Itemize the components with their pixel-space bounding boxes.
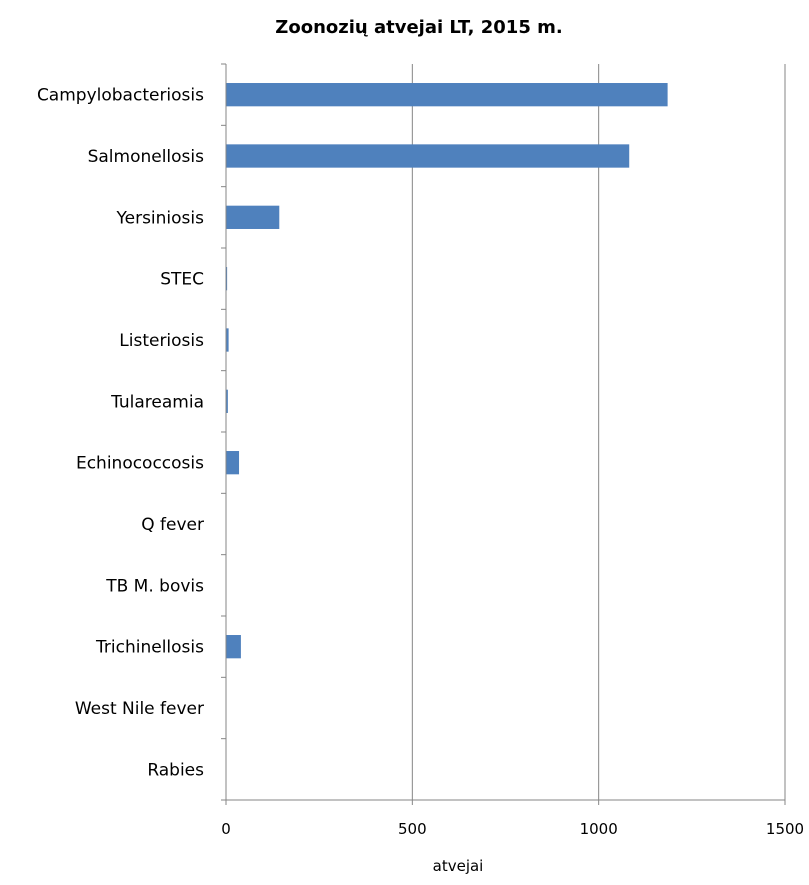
x-tick-label-1500: 1500 [766, 820, 804, 838]
category-label-tulareamia: Tulareamia [110, 392, 204, 412]
x-tick-label-1000: 1000 [580, 820, 618, 838]
category-label-tb-m-bovis: TB M. bovis [105, 576, 204, 596]
chart-title: Zoonozių atvejai LT, 2015 m. [275, 17, 562, 38]
bar-campylobacteriosis [226, 83, 668, 107]
bar-stec [226, 267, 228, 291]
bar-listeriosis [226, 328, 229, 352]
category-labels: Campylobacteriosis Salmonellosis Yersinios… [37, 86, 204, 781]
axes [221, 63, 786, 805]
category-label-rabies: Rabies [147, 760, 204, 780]
bars [226, 83, 668, 659]
category-label-q-fever: Q fever [141, 515, 204, 535]
category-label-campylobacteriosis: Campylobacteriosis [37, 86, 204, 106]
category-label-salmonellosis: Salmonellosis [88, 147, 205, 167]
x-tick-label-0: 0 [221, 820, 231, 838]
x-tick-labels: 0 500 1000 1500 [221, 820, 804, 838]
bar-salmonellosis [226, 144, 630, 168]
category-label-echinococcosis: Echinococcosis [76, 454, 204, 474]
category-label-listeriosis: Listeriosis [119, 331, 204, 351]
category-label-trichinellosis: Trichinellosis [95, 638, 204, 658]
gridlines [411, 64, 786, 800]
x-tick-label-500: 500 [398, 820, 427, 838]
x-axis-label: atvejai [433, 857, 484, 875]
category-label-stec: STEC [160, 270, 204, 290]
category-label-yersiniosis: Yersiniosis [116, 208, 205, 228]
category-label-west-nile-fever: West Nile fever [75, 699, 204, 719]
bar-yersiniosis [226, 205, 280, 229]
bar-tulareamia [226, 389, 228, 413]
bar-trichinellosis [226, 635, 241, 659]
bar-echinococcosis [226, 451, 240, 475]
